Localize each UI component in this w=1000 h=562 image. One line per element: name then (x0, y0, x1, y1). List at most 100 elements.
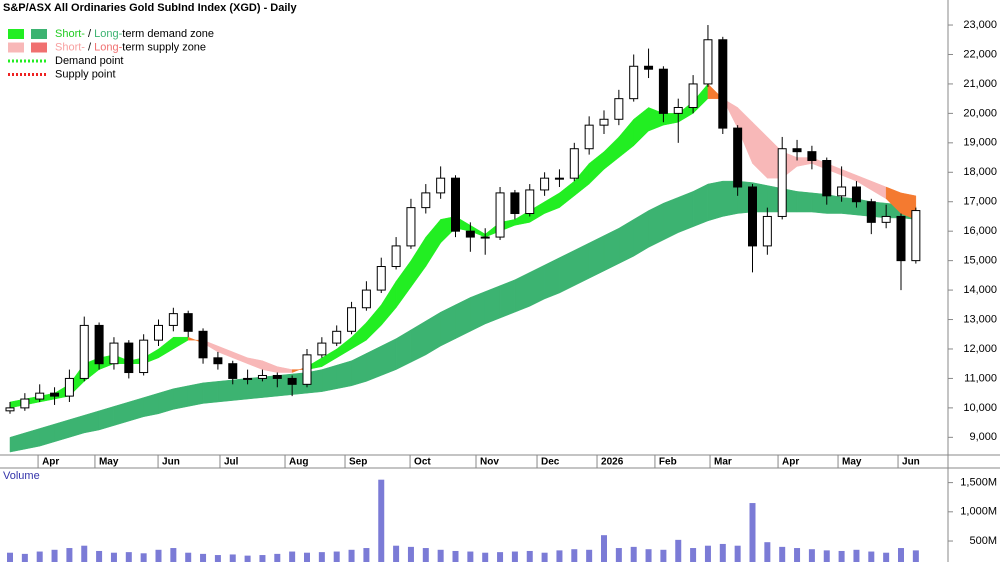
candle-body (599, 118, 609, 126)
x-tick-label: Feb (659, 457, 677, 468)
candle-body (540, 177, 550, 191)
long-zone (98, 406, 115, 431)
volume-bar (7, 552, 13, 562)
candle-body (495, 192, 505, 238)
volume-bar (36, 551, 43, 562)
volume-bar (289, 551, 296, 562)
y-tick-label: 1,500M (960, 477, 997, 489)
volume-bar (556, 550, 563, 562)
candle-body (777, 148, 787, 217)
x-tick-label: Dec (541, 457, 560, 468)
x-tick-label: Oct (414, 457, 431, 468)
candle-body (465, 230, 475, 238)
volume-bar (110, 552, 117, 562)
volume-bar (823, 550, 830, 562)
volume-bar (155, 549, 162, 562)
x-tick-label: Jul (224, 457, 239, 468)
long-zone (336, 360, 352, 390)
candle-body (688, 83, 698, 108)
candle-body (109, 342, 119, 365)
y-tick-label: 16,000 (963, 225, 997, 237)
volume-bar (898, 548, 904, 562)
legend-text: Demand point (55, 55, 124, 67)
legend-text: / (85, 41, 94, 53)
y-tick-label: 12,000 (963, 343, 997, 355)
long-zone (559, 249, 575, 294)
candle-body (183, 313, 193, 332)
long-zone (529, 264, 545, 307)
volume-bar (779, 546, 786, 562)
candle-body (198, 330, 208, 359)
volume-bar (66, 548, 73, 562)
long-zone (247, 376, 263, 400)
volume-bar (452, 550, 459, 562)
long-zone (648, 202, 664, 248)
volume-bar (422, 548, 429, 562)
long-zone (187, 382, 204, 407)
x-tick-label: Sep (349, 457, 367, 468)
candle-body (629, 65, 639, 100)
candle-body (703, 39, 713, 85)
candle-body (480, 236, 490, 239)
y-tick-label: 15,000 (963, 255, 997, 267)
candle-body (822, 160, 832, 197)
volume-bar (125, 552, 132, 562)
candle-body (257, 374, 267, 379)
volume-bar (794, 548, 801, 562)
volume-bar (704, 545, 711, 562)
y-tick-label: 13,000 (963, 313, 997, 325)
candle-body (50, 392, 60, 397)
legend-swatch (31, 29, 47, 39)
volume-bar (660, 549, 667, 562)
volume-bar (734, 545, 741, 562)
volume-bar (214, 555, 221, 562)
x-tick-label: Apr (42, 457, 59, 468)
long-zone (796, 191, 813, 213)
long-zone (143, 392, 159, 418)
x-tick-label: Jun (902, 457, 920, 468)
legend-text: Long- (94, 28, 122, 40)
volume-bar (407, 546, 414, 562)
legend-text: Short- (55, 41, 85, 53)
long-zone (173, 385, 189, 410)
x-tick-label: Jun (162, 457, 180, 468)
candle-body (718, 39, 728, 129)
candle-body (584, 124, 594, 150)
y-tick-label: 10,000 (963, 402, 997, 414)
candle-body (644, 65, 654, 70)
volume-bar (229, 554, 236, 562)
long-zone (692, 183, 709, 228)
volume-bar (808, 549, 815, 562)
candle-body (896, 215, 906, 262)
candle-body (287, 377, 297, 385)
candle-body (451, 177, 460, 232)
long-zone (158, 388, 174, 415)
candle-body (510, 192, 520, 215)
legend-label: Short- / Long-term supply zone (55, 41, 206, 53)
volume-bar (304, 552, 310, 562)
volume-bar (571, 549, 578, 562)
y-tick-label: 17,000 (963, 196, 997, 208)
candle-body (154, 324, 163, 341)
legend-text: Supply point (55, 68, 116, 80)
volume-bar (393, 545, 400, 562)
volume-bar (749, 503, 756, 562)
volume-bar (482, 552, 489, 562)
volume-bar (318, 552, 325, 562)
volume-bar (541, 552, 548, 562)
volume-bar (259, 555, 266, 562)
candle-body (525, 189, 535, 215)
candle-body (376, 266, 386, 291)
volume-bar (675, 539, 682, 562)
short-zone (707, 83, 724, 99)
volume-bar (244, 555, 251, 562)
long-zone (544, 257, 560, 300)
candle-body (881, 215, 891, 223)
volume-bar (437, 549, 444, 562)
candle-body (792, 148, 802, 153)
volume-bar (81, 545, 88, 562)
candle-body (851, 186, 861, 203)
candle-body (228, 363, 238, 379)
long-zone (217, 379, 233, 403)
volume-bar (615, 548, 622, 562)
